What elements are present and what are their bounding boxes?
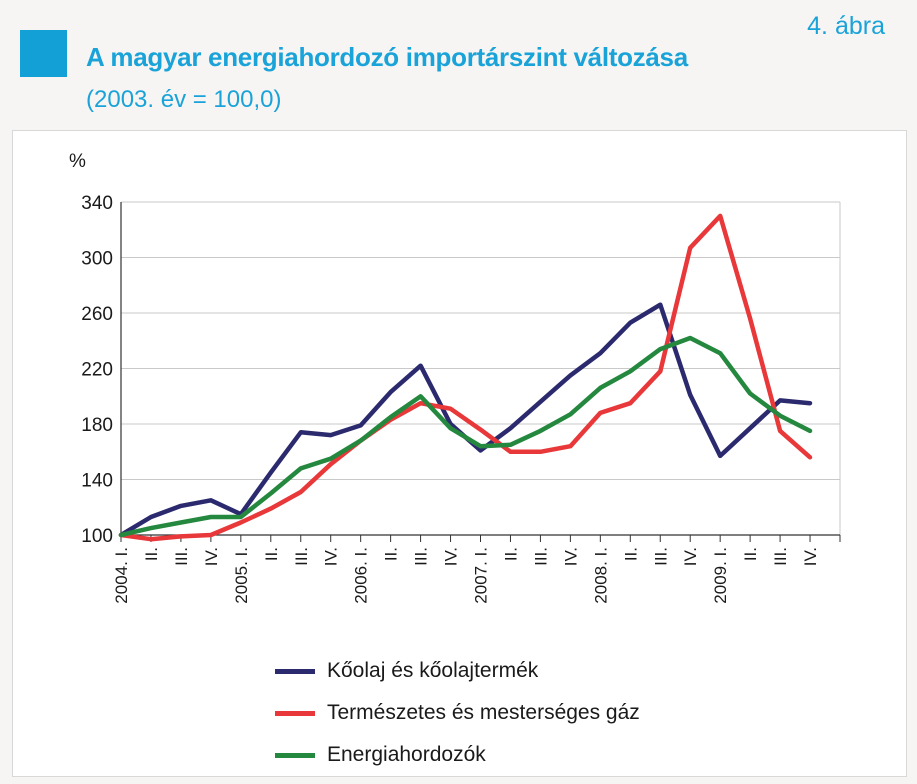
y-tick-label: 100 — [81, 526, 113, 547]
series-lines — [118, 213, 813, 542]
x-tick-label: 2009. I. — [711, 547, 730, 604]
x-tick-label: II. — [262, 547, 281, 561]
legend-swatch — [275, 710, 315, 716]
y-tick-label: 220 — [81, 360, 113, 381]
x-tick-label: 2005. I. — [232, 547, 251, 604]
x-tick-label: 2008. I. — [591, 547, 610, 604]
legend-label: Kőolaj és kőolajtermék — [327, 659, 539, 682]
chart-title: A magyar energiahordozó importárszint vá… — [86, 42, 688, 72]
x-tick-label: III. — [771, 547, 790, 566]
chart-subtitle: (2003. év = 100,0) — [86, 86, 282, 113]
y-tick-label: 140 — [81, 471, 113, 492]
x-tick-label: III. — [412, 547, 431, 566]
figure-number: 4. ábra — [807, 12, 885, 40]
x-tick-label: II. — [621, 547, 640, 561]
x-tick-label: IV. — [801, 547, 820, 566]
series-line-2 — [118, 335, 813, 538]
legend-label: Energiahordozók — [327, 743, 486, 766]
legend: Kőolaj és kőolajtermék Természetes és mes… — [275, 650, 640, 776]
y-axis-unit: % — [69, 151, 86, 172]
x-tick-label: II. — [501, 547, 520, 561]
title-accent-square — [20, 30, 67, 77]
chart-panel: 100 140 180 220 260 300 340% 2004. I. II. III. IV.… — [12, 130, 907, 777]
x-tick-label: III. — [172, 547, 191, 566]
x-tick-label: III. — [651, 547, 670, 566]
legend-item: Kőolaj és kőolajtermék — [275, 650, 640, 692]
x-tick-label: 2004. I. — [112, 547, 131, 604]
x-tick-label: IV. — [561, 547, 580, 566]
y-tick-label: 260 — [81, 304, 113, 325]
grid-lines — [121, 201, 841, 535]
x-tick-label: IV. — [681, 547, 700, 566]
y-tick-label: 340 — [81, 193, 113, 214]
x-tick-label: III. — [531, 547, 550, 566]
legend-label: Természetes és mesterséges gáz — [327, 701, 640, 724]
legend-item: Energiahordozók — [275, 734, 640, 776]
x-tick-label: IV. — [202, 547, 221, 566]
y-tick-label: 180 — [81, 415, 113, 436]
x-tick-label: 2007. I. — [472, 547, 491, 604]
series-line-1 — [118, 213, 813, 542]
legend-swatch — [275, 668, 315, 674]
x-tick-label: II. — [142, 547, 161, 561]
y-tick-label: 300 — [81, 249, 113, 270]
axis-labels: 100 140 180 220 260 300 340% 2004. I. II. III. IV.… — [69, 151, 820, 604]
x-tick-label: 2006. I. — [352, 547, 371, 604]
x-tick-label: III. — [292, 547, 311, 566]
legend-item: Természetes és mesterséges gáz — [275, 692, 640, 734]
x-tick-label: II. — [741, 547, 760, 561]
x-tick-label: II. — [382, 547, 401, 561]
x-tick-label: IV. — [322, 547, 341, 566]
line-chart: 100 140 180 220 260 300 340% 2004. I. II. III. IV.… — [69, 151, 841, 604]
x-tick-label: IV. — [442, 547, 461, 566]
legend-swatch — [275, 752, 315, 758]
